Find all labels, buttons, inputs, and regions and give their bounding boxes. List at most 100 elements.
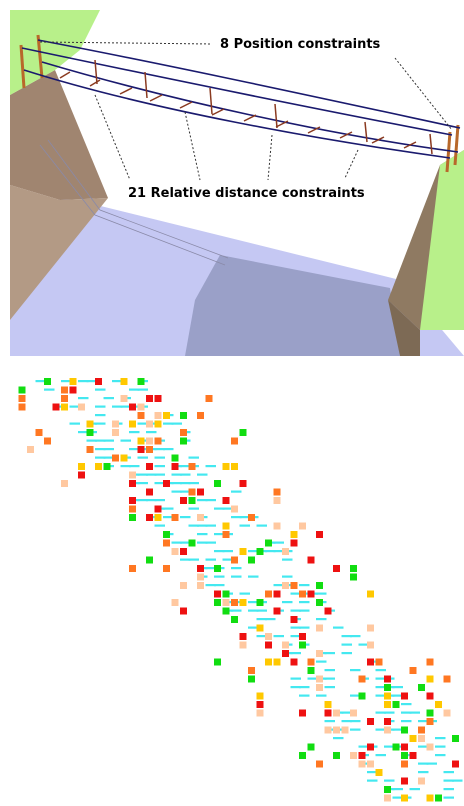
matrix-entry <box>146 421 153 428</box>
matrix-entry <box>240 548 247 555</box>
matrix-link <box>231 491 242 493</box>
matrix-entry <box>384 676 391 683</box>
matrix-entry <box>384 693 391 700</box>
matrix-link <box>180 516 191 518</box>
matrix-link <box>452 780 463 782</box>
matrix-entry <box>155 421 162 428</box>
matrix-entry <box>146 463 153 470</box>
matrix-entry <box>282 548 289 555</box>
matrix-entry <box>393 744 400 751</box>
matrix-link <box>350 669 361 671</box>
matrix-link <box>333 627 344 629</box>
matrix-entry <box>299 642 306 649</box>
matrix-link <box>206 465 217 467</box>
matrix-link <box>316 695 327 697</box>
matrix-entry <box>19 395 26 402</box>
matrix-entry <box>129 506 136 513</box>
matrix-entry <box>359 676 366 683</box>
matrix-link <box>401 703 412 705</box>
matrix-entry <box>155 438 162 445</box>
matrix-link <box>155 525 166 527</box>
matrix-entry <box>410 735 417 742</box>
matrix-entry <box>359 761 366 768</box>
matrix-entry <box>291 540 298 547</box>
matrix-entry <box>223 523 230 530</box>
matrix-entry <box>172 548 179 555</box>
matrix-link <box>189 559 200 561</box>
matrix-entry <box>104 463 111 470</box>
matrix-entry <box>180 582 187 589</box>
matrix-link <box>197 474 208 476</box>
matrix-link <box>325 686 336 688</box>
matrix-entry <box>163 531 170 538</box>
matrix-entry <box>427 659 434 666</box>
matrix-entry <box>427 693 434 700</box>
matrix-link <box>435 737 446 739</box>
matrix-entry <box>95 378 102 385</box>
matrix-link <box>214 584 225 586</box>
matrix-entry <box>214 599 221 606</box>
matrix-entry <box>418 684 425 691</box>
matrix-entry <box>384 718 391 725</box>
matrix-entry <box>401 693 408 700</box>
matrix-entry <box>19 387 26 394</box>
matrix-link <box>138 457 149 459</box>
matrix-entry <box>274 489 281 496</box>
matrix-entry <box>367 659 374 666</box>
matrix-link <box>444 771 455 773</box>
matrix-entry <box>180 438 187 445</box>
matrix-link <box>155 474 166 476</box>
matrix-entry <box>410 752 417 759</box>
matrix-entry <box>401 727 408 734</box>
matrix-entry <box>197 574 204 581</box>
matrix-entry <box>333 710 340 717</box>
matrix-link <box>231 576 242 578</box>
bridge-scene-illustration: 8 Position constraints 21 Relative dista… <box>0 0 464 356</box>
matrix-link <box>206 525 217 527</box>
matrix-entry <box>214 591 221 598</box>
matrix-entry <box>265 591 272 598</box>
matrix-entry <box>359 693 366 700</box>
matrix-entry <box>78 404 85 411</box>
matrix-link <box>129 431 140 433</box>
matrix-link <box>155 457 166 459</box>
matrix-entry <box>401 778 408 785</box>
matrix-entry <box>53 404 60 411</box>
matrix-entry <box>129 565 136 572</box>
matrix-entry <box>163 540 170 547</box>
matrix-entry <box>401 761 408 768</box>
matrix-link <box>410 712 421 714</box>
matrix-entry <box>257 710 264 717</box>
matrix-entry <box>19 404 26 411</box>
matrix-entry <box>452 761 459 768</box>
matrix-entry <box>282 642 289 649</box>
matrix-entry <box>257 625 264 632</box>
matrix-entry <box>367 718 374 725</box>
matrix-link <box>299 584 310 586</box>
matrix-entry <box>87 446 94 453</box>
matrix-entry <box>367 642 374 649</box>
matrix-entry <box>231 506 238 513</box>
matrix-link <box>70 423 81 425</box>
matrix-entry <box>223 497 230 504</box>
matrix-link <box>146 431 157 433</box>
matrix-entry <box>308 557 315 564</box>
matrix-link <box>44 389 55 391</box>
matrix-link <box>325 652 336 654</box>
matrix-link <box>291 678 302 680</box>
matrix-entry <box>146 489 153 496</box>
matrix-entry <box>410 667 417 674</box>
matrix-link <box>206 542 217 544</box>
matrix-entry <box>214 565 221 572</box>
matrix-entry <box>121 378 128 385</box>
matrix-link <box>393 788 404 790</box>
matrix-entry <box>44 438 51 445</box>
matrix-entry <box>316 761 323 768</box>
matrix-entry <box>418 727 425 734</box>
matrix-entry <box>308 744 315 751</box>
matrix-link <box>410 788 421 790</box>
matrix-entry <box>129 472 136 479</box>
matrix-link <box>384 780 395 782</box>
matrix-entry <box>240 599 247 606</box>
constraint-sparsity-matrix <box>0 356 464 806</box>
